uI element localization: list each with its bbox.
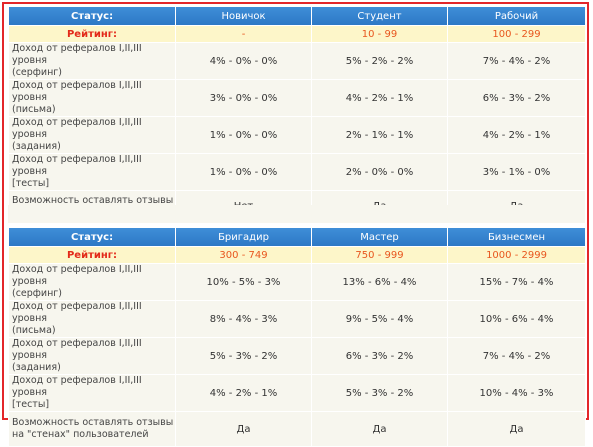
table-cell: 5% - 3% - 2% bbox=[312, 375, 447, 411]
table-cell: 6% - 3% - 2% bbox=[448, 80, 585, 116]
table-cell: 1% - 0% - 0% bbox=[176, 154, 311, 190]
rating-value: 1000 - 2999 bbox=[448, 247, 585, 263]
table-cell: 6% - 3% - 2% bbox=[312, 338, 447, 374]
status-header-row: Статус: Бригадир Мастер Бизнесмен bbox=[9, 228, 585, 246]
table-cell: 10% - 4% - 3% bbox=[448, 375, 585, 411]
income-surfing-row: Доход от рефералов I,II,III уровня (серфи… bbox=[9, 43, 585, 79]
table-cell: 10% - 6% - 4% bbox=[448, 301, 585, 337]
status-name-master: Мастер bbox=[312, 228, 447, 246]
row-label: Доход от рефералов I,II,III уровня [тесты… bbox=[9, 154, 175, 190]
income-letters-row: Доход от рефералов I,II,III уровня (письм… bbox=[9, 301, 585, 337]
status-header-row: Статус: Новичок Студент Рабочий bbox=[9, 7, 585, 25]
status-name-novice: Новичок bbox=[176, 7, 311, 25]
table-cell: 9% - 5% - 4% bbox=[312, 301, 447, 337]
table-cell: 3% - 1% - 0% bbox=[448, 154, 585, 190]
table-cell: 4% - 2% - 1% bbox=[448, 117, 585, 153]
rating-value: - bbox=[176, 26, 311, 42]
table-cell: Да bbox=[176, 412, 311, 446]
status-table-top: Статус: Новичок Студент Рабочий Рейтинг:… bbox=[8, 6, 586, 223]
table-cell: 2% - 0% - 0% bbox=[312, 154, 447, 190]
rating-value: 100 - 299 bbox=[448, 26, 585, 42]
table-cell: 8% - 4% - 3% bbox=[176, 301, 311, 337]
rating-row: Рейтинг: - 10 - 99 100 - 299 bbox=[9, 26, 585, 42]
row-label: Доход от рефералов I,II,III уровня (задан… bbox=[9, 117, 175, 153]
table-cell: 7% - 4% - 2% bbox=[448, 43, 585, 79]
row-label: Доход от рефералов I,II,III уровня (серфи… bbox=[9, 43, 175, 79]
income-tests-row: Доход от рефералов I,II,III уровня [тесты… bbox=[9, 375, 585, 411]
table-cell: 3% - 0% - 0% bbox=[176, 80, 311, 116]
rating-value: 10 - 99 bbox=[312, 26, 447, 42]
row-label: Доход от рефералов I,II,III уровня (задан… bbox=[9, 338, 175, 374]
status-label: Статус: bbox=[9, 228, 175, 246]
rating-value: 750 - 999 bbox=[312, 247, 447, 263]
table-separator bbox=[8, 205, 585, 223]
table-cell: 4% - 0% - 0% bbox=[176, 43, 311, 79]
rating-row: Рейтинг: 300 - 749 750 - 999 1000 - 2999 bbox=[9, 247, 585, 263]
row-label: Доход от рефералов I,II,III уровня (письм… bbox=[9, 301, 175, 337]
rating-label: Рейтинг: bbox=[9, 247, 175, 263]
row-label: Доход от рефералов I,II,III уровня [тесты… bbox=[9, 375, 175, 411]
status-name-worker: Рабочий bbox=[448, 7, 585, 25]
status-name-student: Студент bbox=[312, 7, 447, 25]
table-cell: 7% - 4% - 2% bbox=[448, 338, 585, 374]
income-letters-row: Доход от рефералов I,II,III уровня (письм… bbox=[9, 80, 585, 116]
table-cell: 10% - 5% - 3% bbox=[176, 264, 311, 300]
table-cell: Да bbox=[448, 412, 585, 446]
status-label: Статус: bbox=[9, 7, 175, 25]
status-name-foreman: Бригадир bbox=[176, 228, 311, 246]
row-label: Доход от рефералов I,II,III уровня (письм… bbox=[9, 80, 175, 116]
income-tasks-row: Доход от рефералов I,II,III уровня (задан… bbox=[9, 338, 585, 374]
table-cell: 13% - 6% - 4% bbox=[312, 264, 447, 300]
table-cell: Да bbox=[312, 412, 447, 446]
table-cell: 1% - 0% - 0% bbox=[176, 117, 311, 153]
status-table-bottom: Статус: Бригадир Мастер Бизнесмен Рейтин… bbox=[8, 227, 586, 447]
table-cell: 15% - 7% - 4% bbox=[448, 264, 585, 300]
table-cell: 4% - 2% - 1% bbox=[176, 375, 311, 411]
income-tasks-row: Доход от рефералов I,II,III уровня (задан… bbox=[9, 117, 585, 153]
status-name-businessman: Бизнесмен bbox=[448, 228, 585, 246]
income-tests-row: Доход от рефералов I,II,III уровня [тесты… bbox=[9, 154, 585, 190]
table-cell: 4% - 2% - 1% bbox=[312, 80, 447, 116]
rating-label: Рейтинг: bbox=[9, 26, 175, 42]
table-cell: 2% - 1% - 1% bbox=[312, 117, 447, 153]
table-cell: 5% - 3% - 2% bbox=[176, 338, 311, 374]
row-label: Доход от рефералов I,II,III уровня (серфи… bbox=[9, 264, 175, 300]
income-surfing-row: Доход от рефералов I,II,III уровня (серфи… bbox=[9, 264, 585, 300]
rating-value: 300 - 749 bbox=[176, 247, 311, 263]
table-cell: 5% - 2% - 2% bbox=[312, 43, 447, 79]
